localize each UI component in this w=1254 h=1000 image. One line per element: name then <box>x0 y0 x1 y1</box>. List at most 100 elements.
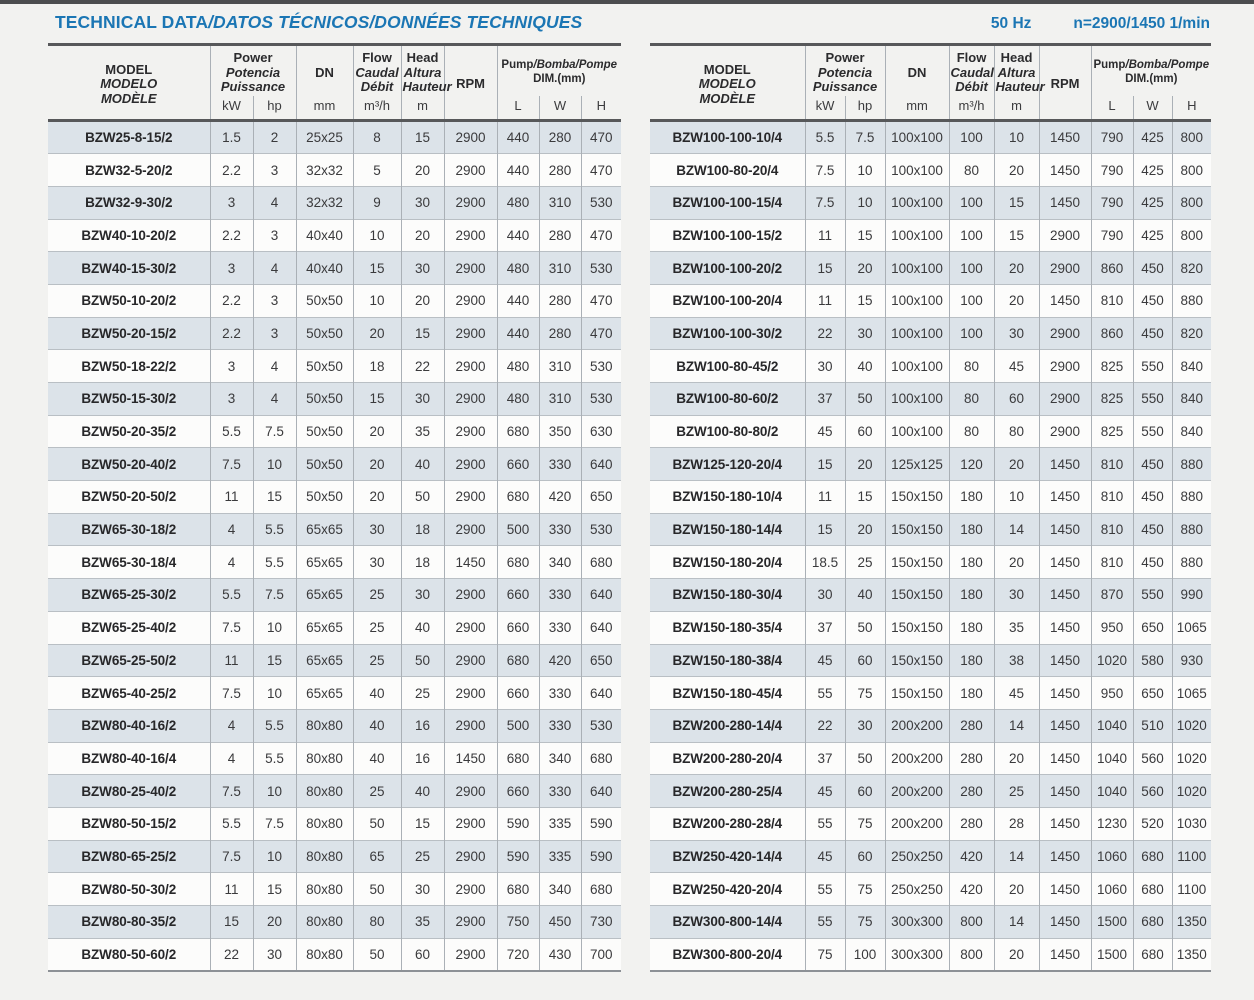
value-cell: 80 <box>948 349 995 383</box>
value-cell: 450 <box>1132 480 1173 514</box>
value-cell: 180 <box>948 578 995 612</box>
flow-label-en: Flow <box>956 50 987 65</box>
value-cell: 50x50 <box>295 447 354 481</box>
value-cell: 1060 <box>1090 839 1134 873</box>
dim-label: Pump/Bomba/Pompe <box>501 59 618 72</box>
table-row: BZW32-9-30/2 3 4 32x32 9 30 2900 480 310 530 <box>48 185 622 220</box>
value-cell: 15 <box>844 218 886 252</box>
table-row: BZW300-800-20/4 75 100 300x300 800 20 1450 1500… <box>650 937 1212 972</box>
value-cell: 330 <box>538 447 582 481</box>
value-cell: 2900 <box>443 185 498 220</box>
value-cell: 1350 <box>1171 937 1212 972</box>
value-cell: 50 <box>352 872 402 906</box>
table-row: BZW250-420-14/4 45 60 250x250 420 14 1450 1060 6… <box>650 839 1212 873</box>
table-row: BZW150-180-20/4 18.5 25 150x150 180 20 1450 810… <box>650 545 1212 579</box>
model-cell: BZW150-180-10/4 <box>650 480 806 514</box>
value-cell: 80x80 <box>295 839 354 873</box>
value-cell: 20 <box>993 283 1040 318</box>
value-cell: 4 <box>209 545 253 579</box>
value-cell: 7.5 <box>209 774 253 808</box>
table-row: BZW300-800-14/4 55 75 300x300 800 14 1450 1500 6… <box>650 905 1212 939</box>
value-cell: 950 <box>1090 610 1134 644</box>
value-cell: 1500 <box>1090 905 1134 939</box>
value-cell: 16 <box>400 708 445 743</box>
value-cell: 660 <box>496 578 540 612</box>
value-cell: 2900 <box>443 676 498 710</box>
value-cell: 630 <box>580 414 622 448</box>
model-label-es: MODELO <box>100 76 158 91</box>
value-cell: 100 <box>948 251 995 285</box>
value-cell: 720 <box>496 937 540 972</box>
value-cell: 2900 <box>443 872 498 906</box>
value-cell: 1065 <box>1171 610 1212 644</box>
value-cell: 10 <box>352 283 402 318</box>
value-cell: 880 <box>1171 545 1212 579</box>
table-row: BZW40-10-20/2 2.2 3 40x40 10 20 2900 440 280 470 <box>48 218 622 252</box>
value-cell: 30 <box>844 708 886 743</box>
power-label-en: Power <box>825 50 865 65</box>
table-row: BZW150-180-30/4 30 40 150x150 180 30 1450 870 55… <box>650 578 1212 612</box>
value-cell: 450 <box>1132 251 1173 285</box>
value-cell: 2900 <box>443 480 498 514</box>
value-cell: 310 <box>538 185 582 220</box>
value-cell: 1065 <box>1171 676 1212 710</box>
value-cell: 45 <box>804 839 846 873</box>
value-cell: 1040 <box>1090 708 1134 743</box>
model-cell: BZW65-25-50/2 <box>48 643 210 677</box>
value-cell: 25 <box>400 839 445 873</box>
value-cell: 100 <box>948 119 995 154</box>
table-row: BZW80-40-16/2 4 5.5 80x80 40 16 2900 500 330 530 <box>48 708 622 743</box>
value-cell: 15 <box>352 382 402 416</box>
value-cell: 330 <box>538 610 582 644</box>
value-cell: 420 <box>948 872 995 906</box>
value-cell: 310 <box>538 382 582 416</box>
value-cell: 30 <box>400 251 445 285</box>
value-cell: 590 <box>580 806 622 841</box>
unit-hp: hp <box>252 95 297 120</box>
value-cell: 640 <box>580 676 622 710</box>
value-cell: 25 <box>352 578 402 612</box>
value-cell: 340 <box>538 545 582 579</box>
value-cell: 5 <box>352 153 402 187</box>
value-cell: 750 <box>496 905 540 939</box>
value-cell: 20 <box>352 414 402 448</box>
value-cell: 100x100 <box>884 218 950 252</box>
value-cell: 11 <box>804 218 846 252</box>
value-cell: 22 <box>804 708 846 743</box>
power-label-es: Potencia <box>817 64 873 80</box>
value-cell: 2.2 <box>209 283 253 318</box>
value-cell: 680 <box>580 545 622 579</box>
model-cell: BZW50-15-30/2 <box>48 382 210 416</box>
value-cell: 55 <box>804 676 846 710</box>
value-cell: 650 <box>1132 610 1173 644</box>
value-cell: 75 <box>844 905 886 939</box>
table-row: BZW25-8-15/2 1.5 2 25x25 8 15 2900 440 280 470 <box>48 119 622 154</box>
value-cell: 950 <box>1090 676 1134 710</box>
value-cell: 450 <box>1132 545 1173 579</box>
value-cell: 11 <box>209 643 253 677</box>
value-cell: 1040 <box>1090 741 1134 775</box>
value-cell: 1060 <box>1090 872 1134 906</box>
value-cell: 1450 <box>443 545 498 579</box>
value-cell: 22 <box>209 937 253 972</box>
value-cell: 550 <box>1132 349 1173 383</box>
value-cell: 50x50 <box>295 349 354 383</box>
table-row: BZW65-30-18/2 4 5.5 65x65 30 18 2900 500 330 530 <box>48 512 622 546</box>
col-header-power: Power Potencia Puissance <box>804 44 886 96</box>
model-cell: BZW65-40-25/2 <box>48 676 210 710</box>
value-cell: 10 <box>993 119 1040 154</box>
value-cell: 700 <box>580 937 622 972</box>
value-cell: 520 <box>1132 806 1173 841</box>
value-cell: 480 <box>496 382 540 416</box>
value-cell: 550 <box>1132 578 1173 612</box>
value-cell: 310 <box>538 349 582 383</box>
value-cell: 5.5 <box>252 708 297 743</box>
value-cell: 15 <box>993 218 1040 252</box>
value-cell: 65x65 <box>295 643 354 677</box>
value-cell: 470 <box>580 119 622 154</box>
value-cell: 560 <box>1132 741 1173 775</box>
value-cell: 800 <box>1171 185 1212 220</box>
value-cell: 37 <box>804 610 846 644</box>
value-cell: 30 <box>352 512 402 546</box>
value-cell: 2.2 <box>209 153 253 187</box>
